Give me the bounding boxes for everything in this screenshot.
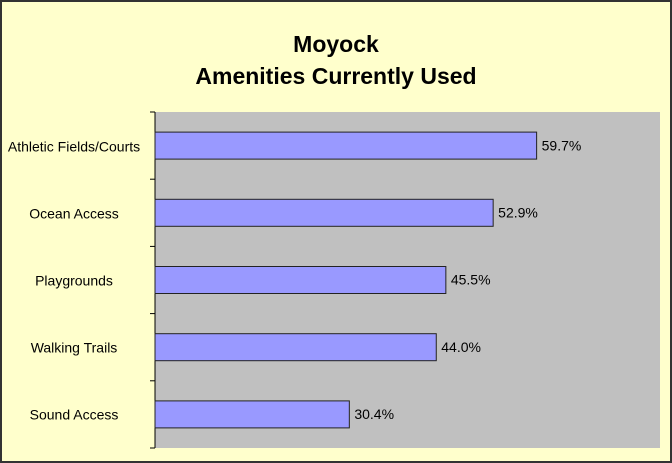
bar (154, 333, 437, 362)
data-label: 45.5% (451, 272, 491, 288)
bar (154, 131, 538, 160)
y-tick-label: Sound Access (29, 406, 119, 423)
y-tick-label: Athletic Fields/Courts (7, 138, 141, 155)
data-label: 52.9% (498, 205, 538, 221)
bar (154, 400, 350, 429)
bar (154, 266, 447, 294)
y-tick-label: Ocean Access (29, 205, 119, 222)
y-tick-label: Walking Trails (30, 339, 118, 356)
chart-title: Amenities Currently Used (195, 63, 476, 89)
chart-title: Moyock (293, 31, 379, 57)
y-tick-label: Playgrounds (35, 272, 113, 289)
data-label: 59.7% (542, 137, 582, 153)
data-label: 30.4% (354, 406, 394, 422)
data-label: 44.0% (441, 339, 481, 355)
bar (154, 198, 494, 227)
